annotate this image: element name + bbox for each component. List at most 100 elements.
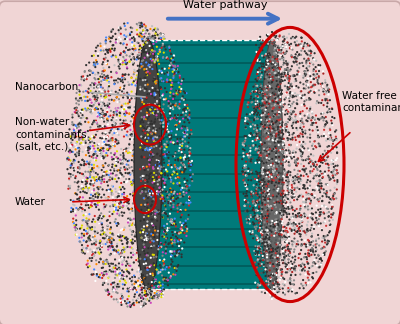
Point: [138, 295, 144, 300]
Point: [99, 187, 106, 192]
Point: [162, 65, 168, 70]
Point: [298, 52, 304, 57]
Point: [291, 236, 298, 241]
Point: [299, 39, 305, 44]
Point: [159, 157, 166, 163]
Point: [154, 61, 161, 66]
Point: [277, 148, 284, 153]
Point: [158, 139, 164, 144]
Point: [284, 65, 291, 70]
Point: [170, 140, 176, 145]
Point: [117, 198, 124, 203]
Point: [278, 191, 284, 197]
Point: [153, 142, 159, 147]
Point: [271, 149, 277, 154]
Point: [300, 199, 306, 204]
Point: [170, 75, 177, 80]
Point: [70, 173, 76, 178]
Point: [170, 253, 176, 258]
Point: [312, 249, 319, 254]
Point: [150, 166, 156, 171]
Point: [96, 245, 102, 250]
Point: [141, 293, 148, 298]
Point: [158, 261, 164, 267]
Point: [196, 158, 203, 164]
Point: [176, 166, 182, 171]
Point: [111, 280, 117, 285]
Point: [112, 283, 118, 288]
Point: [289, 90, 296, 96]
Point: [328, 169, 334, 175]
Point: [166, 158, 172, 164]
Point: [196, 171, 202, 176]
Point: [120, 118, 127, 123]
Point: [119, 161, 126, 166]
Point: [141, 249, 147, 254]
Point: [176, 106, 183, 111]
Point: [329, 121, 335, 126]
Point: [266, 117, 273, 122]
Point: [269, 172, 276, 177]
Point: [189, 195, 195, 200]
Point: [183, 182, 190, 187]
Point: [91, 248, 97, 253]
Point: [310, 68, 316, 74]
Point: [253, 200, 260, 205]
Point: [307, 242, 314, 247]
Point: [294, 98, 300, 103]
Point: [176, 239, 183, 244]
Point: [147, 26, 154, 31]
Point: [310, 120, 317, 125]
Point: [162, 182, 169, 188]
Point: [279, 128, 286, 133]
Point: [75, 98, 82, 103]
Point: [177, 113, 183, 118]
Point: [170, 261, 177, 267]
Point: [313, 270, 320, 275]
Point: [166, 265, 172, 270]
Point: [180, 169, 187, 175]
Point: [126, 198, 132, 203]
Point: [101, 269, 108, 274]
Point: [253, 137, 260, 143]
Point: [144, 272, 150, 278]
Point: [327, 229, 333, 234]
Point: [178, 230, 184, 235]
Point: [252, 260, 258, 265]
Point: [282, 37, 288, 42]
Point: [124, 33, 131, 38]
Point: [72, 110, 78, 115]
Point: [168, 165, 175, 170]
Point: [129, 274, 136, 280]
Point: [323, 85, 330, 90]
Point: [264, 211, 271, 216]
Point: [119, 260, 125, 265]
Point: [190, 111, 197, 116]
Point: [85, 169, 92, 174]
Point: [85, 108, 92, 113]
Point: [178, 237, 184, 243]
Point: [104, 109, 110, 114]
Point: [150, 125, 156, 131]
Point: [108, 126, 115, 132]
Point: [177, 213, 184, 218]
Point: [119, 86, 126, 91]
Point: [292, 291, 299, 296]
Point: [124, 240, 130, 246]
Point: [125, 300, 131, 306]
Point: [177, 269, 183, 274]
Point: [184, 97, 190, 102]
Point: [286, 98, 293, 104]
Point: [254, 200, 260, 205]
Point: [196, 190, 202, 195]
Point: [300, 109, 306, 114]
Point: [161, 117, 168, 122]
Point: [274, 139, 281, 144]
Point: [183, 96, 189, 101]
Point: [165, 150, 171, 155]
Point: [161, 142, 168, 147]
Point: [180, 190, 187, 195]
Point: [258, 121, 264, 126]
Point: [290, 214, 296, 219]
Point: [241, 165, 248, 170]
